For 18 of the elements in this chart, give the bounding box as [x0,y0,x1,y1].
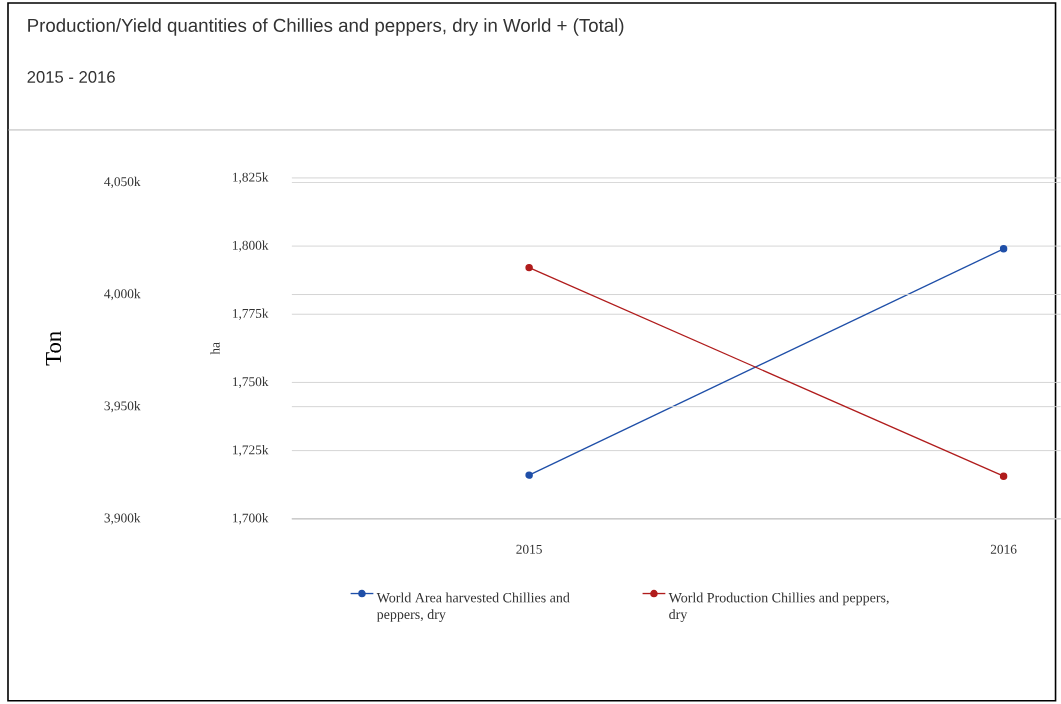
y-tick-label: 1,700k [233,513,269,525]
x-tick-label: 2015 [516,544,542,554]
y-axis-title: ha [210,342,220,355]
y-tick-label: 1,725k [233,445,269,457]
y2-tick-label: 3,950k [104,401,141,413]
y2-axis-title: Ton [46,331,62,366]
legend-label: World Production Chillies and peppers, dry [668,592,889,623]
y2-tick-label: 4,050k [104,176,141,189]
y-tick-label: 1,800k [233,240,269,252]
chart-title: Production/Yield quantities of Chillies and peppers, dry in World + (Total) [28,18,624,36]
legend-label: World Area harvested Chillies and peppers, dry [376,592,570,623]
text: 2015 - 2016 [27,71,115,84]
y-tick-label: 1,825k [233,172,269,184]
x-tick-label: 2016 [990,544,1017,554]
y-tick-label: 1,775k [233,308,269,321]
y2-tick-label: 3,900k [104,513,141,525]
y2-tick-label: 4,000k [104,289,141,301]
y-tick-label: 1,750k [233,376,269,389]
